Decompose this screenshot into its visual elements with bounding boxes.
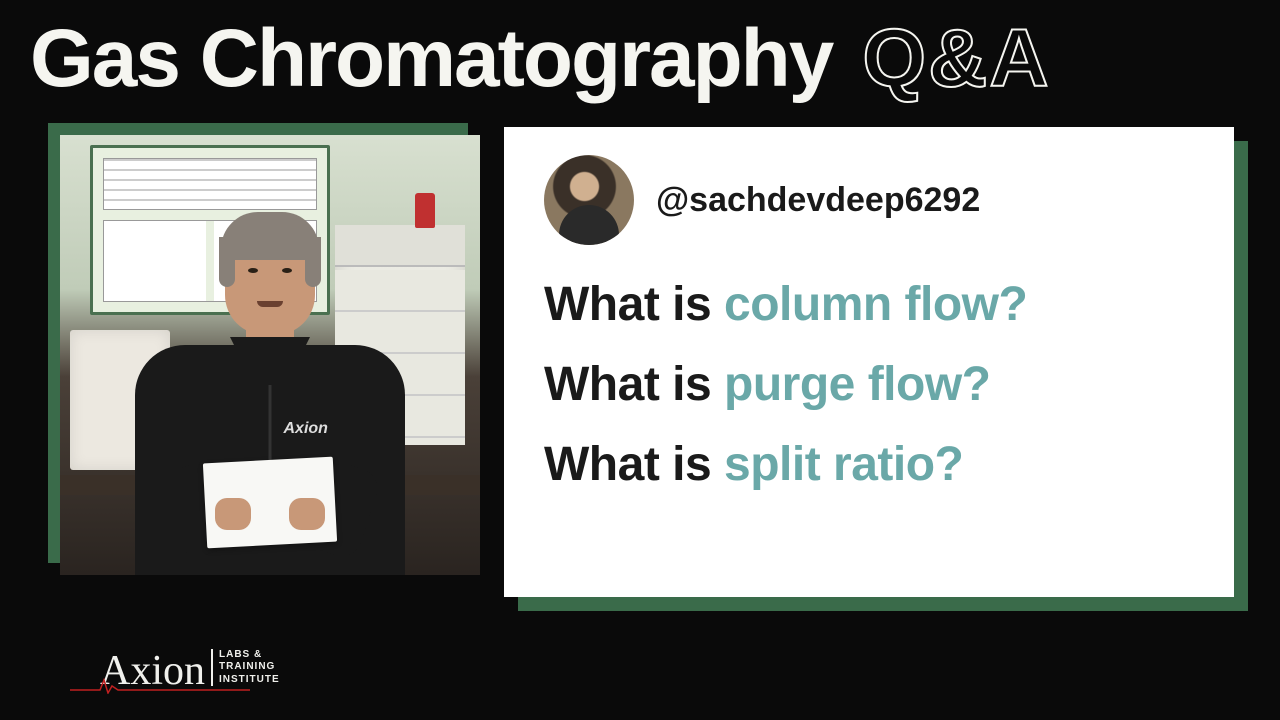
question-3: What is split ratio?	[544, 435, 1194, 495]
video-frame: Axion	[60, 135, 480, 575]
brand-sub-1: LABS &	[219, 649, 280, 662]
question-prefix: What is	[544, 438, 724, 491]
title-bar: Gas Chromatography Q&A	[0, 0, 1280, 115]
question-highlight: split ratio?	[724, 438, 963, 491]
content-area: Axion @sachdevdeep6292 What is c	[0, 115, 1280, 597]
question-highlight: purge flow?	[724, 358, 990, 411]
question-1: What is column flow?	[544, 275, 1194, 335]
question-highlight: column flow?	[724, 278, 1027, 331]
shirt-logo: Axion	[284, 420, 328, 438]
question-prefix: What is	[544, 358, 724, 411]
title-qa: Q&A	[862, 18, 1050, 100]
ekg-line-icon	[70, 676, 250, 694]
question-list: What is column flow? What is purge flow?…	[544, 275, 1194, 495]
card-header: @sachdevdeep6292	[544, 155, 1194, 245]
reagent-bottle	[415, 193, 435, 228]
video-thumbnail: Axion	[60, 135, 480, 575]
username: @sachdevdeep6292	[656, 181, 980, 220]
question-card-wrap: @sachdevdeep6292 What is column flow? Wh…	[504, 127, 1234, 597]
brand-name: Axion	[100, 650, 205, 692]
brand-sub-2: TRAINING	[219, 661, 280, 674]
question-prefix: What is	[544, 278, 724, 331]
avatar	[544, 155, 634, 245]
footer-logo: Axion LABS & TRAINING INSTITUTE	[100, 649, 280, 693]
question-card: @sachdevdeep6292 What is column flow? Wh…	[504, 127, 1234, 597]
question-2: What is purge flow?	[544, 355, 1194, 415]
presenter: Axion	[135, 215, 405, 575]
title-main: Gas Chromatography	[30, 18, 832, 100]
